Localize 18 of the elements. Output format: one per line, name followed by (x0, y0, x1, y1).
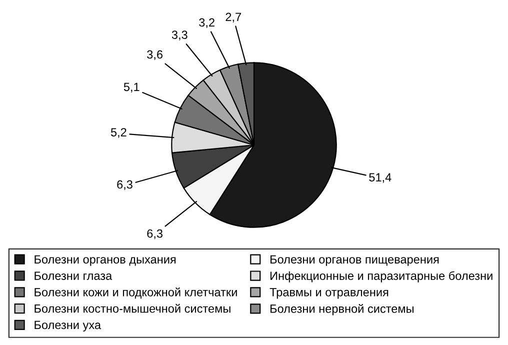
legend-label: Травмы и отравления (270, 288, 388, 299)
legend-label: Болезни органов пищеварения (270, 255, 439, 266)
data-label: 6,3 (117, 180, 132, 190)
legend-label: Болезни костно-мышечной системы (34, 304, 230, 313)
legend-label: Болезни глаза (34, 272, 112, 280)
data-label: 2,7 (226, 12, 241, 23)
legend-label: Болезни уха (34, 320, 102, 332)
data-label: 3,2 (199, 18, 214, 28)
data-label: 6,3 (147, 229, 162, 240)
data-label: 3,6 (147, 50, 162, 60)
legend-label: Болезни органов дыхания (34, 255, 176, 266)
legend-label: Болезни кожи и подкожной клетчатки (34, 287, 237, 299)
data-label: 5,1 (124, 82, 140, 92)
data-label: 51,4 (369, 173, 392, 183)
data-label: 5,2 (110, 128, 126, 138)
legend-label: Болезни нервной системы (270, 304, 414, 316)
legend-label: Инфекционные и паразитарные болезни (270, 271, 492, 282)
data-label: 3,3 (172, 30, 188, 40)
